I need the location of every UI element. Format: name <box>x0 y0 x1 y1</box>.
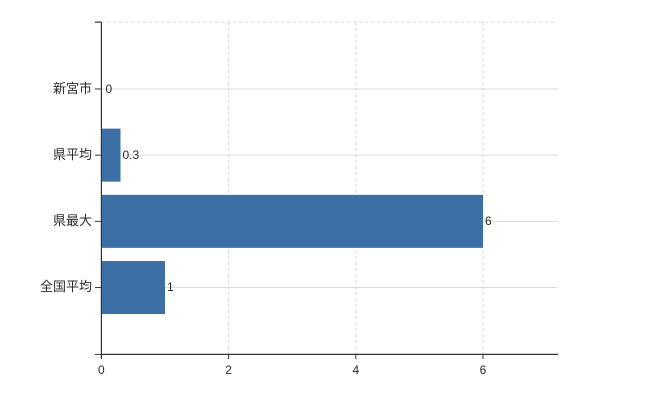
svg-text:4: 4 <box>352 363 359 377</box>
svg-text:0: 0 <box>106 82 113 96</box>
svg-text:全国平均: 全国平均 <box>40 279 92 294</box>
svg-text:新宮市: 新宮市 <box>53 81 92 96</box>
svg-text:2: 2 <box>225 363 232 377</box>
svg-text:0.3: 0.3 <box>123 148 140 162</box>
svg-text:1: 1 <box>167 280 174 294</box>
svg-text:県最大: 県最大 <box>53 213 92 228</box>
svg-text:6: 6 <box>480 363 487 377</box>
svg-text:6: 6 <box>485 214 492 228</box>
svg-text:県平均: 県平均 <box>53 147 92 162</box>
svg-text:0: 0 <box>98 363 105 377</box>
